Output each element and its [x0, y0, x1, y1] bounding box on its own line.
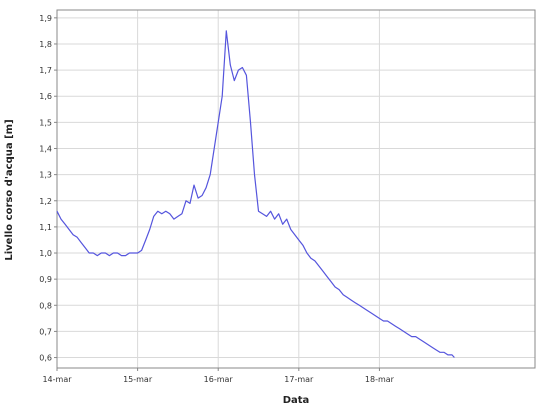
series-group [56, 30, 455, 358]
series-line [56, 30, 455, 358]
y-tick-label: 0,6 [39, 354, 52, 363]
x-axis: 14-mar 15-mar 16-mar 17-mar 18-mar [42, 368, 395, 384]
y-tick-label: 0,9 [39, 275, 52, 284]
x-tick-label: 17-mar [284, 375, 314, 384]
x-tick-label: 16-mar [204, 375, 234, 384]
y-axis: 0,6 0,7 0,8 0,9 1,0 1,1 1,2 1,3 1,4 1,5 1,6 1,7 1,8 1… [39, 14, 57, 363]
y-tick-label: 1,5 [39, 118, 52, 127]
y-tick-label: 1,4 [39, 144, 52, 153]
y-axis-title: Livello corso d'acqua [m] [4, 119, 15, 260]
y-tick-label: 1,7 [39, 66, 52, 75]
y-tick-label: 1,3 [39, 171, 52, 180]
y-tick-label: 1,1 [39, 223, 52, 232]
grid [56, 10, 535, 368]
y-tick-label: 1,9 [39, 14, 52, 23]
y-tick-label: 1,0 [39, 249, 52, 258]
x-axis-title: Data [283, 395, 310, 406]
y-tick-label: 1,2 [39, 197, 52, 206]
x-tick-label: 15-mar [123, 375, 153, 384]
y-tick-label: 0,7 [39, 327, 52, 336]
y-tick-label: 1,8 [39, 40, 52, 49]
y-tick-label: 1,6 [39, 92, 52, 101]
plot-area [56, 9, 536, 369]
x-tick-label: 14-mar [42, 375, 72, 384]
y-tick-label: 0,8 [39, 301, 52, 310]
x-tick-label: 18-mar [365, 375, 395, 384]
